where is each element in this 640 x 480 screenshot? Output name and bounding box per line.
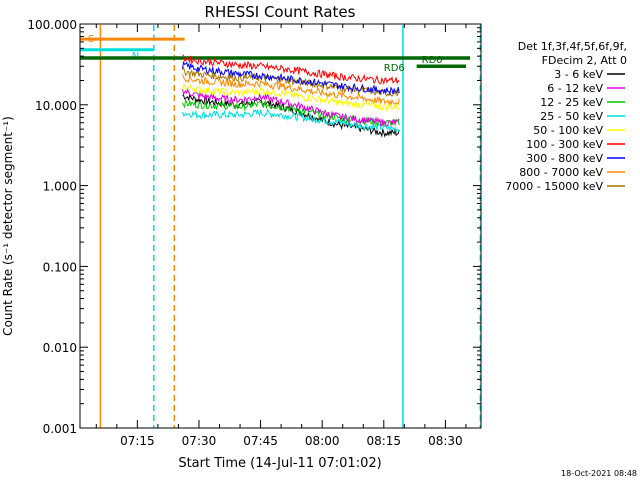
x-axis-label: Start Time (14-Jul-11 07:01:02) xyxy=(178,456,381,471)
y-tick-label: 1.000 xyxy=(43,180,77,194)
y-tick-label: 0.010 xyxy=(43,341,77,355)
legend-entry-label: 25 - 50 keV xyxy=(540,110,603,123)
legend-entry-label: 12 - 25 keV xyxy=(540,96,603,109)
legend-entry-label: 7000 - 15000 keV xyxy=(505,180,603,193)
series-line xyxy=(182,108,400,134)
series-line xyxy=(182,83,400,113)
legend-header-line: Det 1f,3f,4f,5f,6f,9f, xyxy=(518,40,627,53)
legend-entry-label: 300 - 800 keV xyxy=(526,152,603,165)
plot-marks: SNRD6RD0 xyxy=(80,25,482,428)
annotation-label-rd6: RD6 xyxy=(384,63,405,74)
x-tick-label: 07:45 xyxy=(243,434,278,448)
legend-entry-label: 3 - 6 keV xyxy=(554,68,603,81)
x-tick-label: 08:15 xyxy=(366,434,401,448)
x-tick-label: 08:30 xyxy=(428,434,463,448)
y-tick-label: 0.001 xyxy=(43,422,77,436)
y-tick-label: 100.000 xyxy=(27,18,77,32)
annotation-label-rd0: RD0 xyxy=(422,55,443,66)
legend-entry-label: 800 - 7000 keV xyxy=(519,166,603,179)
legend-entry-label: 100 - 300 keV xyxy=(526,138,603,151)
y-axis-label: Count Rate (s⁻¹ detector segment⁻¹) xyxy=(1,116,15,336)
x-tick-label: 08:00 xyxy=(305,434,340,448)
footer-timestamp: 18-Oct-2021 08:48 xyxy=(561,469,637,478)
axes: 0.001 0.010 0.100 1.000 10.000 100.000 07:15 07… xyxy=(27,18,481,448)
chart-title: RHESSI Count Rates xyxy=(205,3,356,21)
legend-entry-label: 6 - 12 keV xyxy=(547,82,603,95)
x-tick-label: 07:15 xyxy=(120,434,155,448)
series-line xyxy=(182,54,400,86)
annotation-label-s: S xyxy=(88,34,94,45)
legend-header-line: FDecim 2, Att 0 xyxy=(542,54,627,67)
y-tick-label: 0.100 xyxy=(43,260,77,274)
series-line xyxy=(182,60,400,96)
series-line xyxy=(182,74,400,107)
series-line xyxy=(182,87,400,127)
plot-frame xyxy=(79,23,482,429)
y-tick-label: 10.000 xyxy=(35,99,77,113)
x-tick-label: 07:30 xyxy=(182,434,217,448)
legend-entry-label: 50 - 100 keV xyxy=(533,124,603,137)
legend: Det 1f,3f,4f,5f,6f,9f,FDecim 2, Att 03 -… xyxy=(505,40,627,193)
